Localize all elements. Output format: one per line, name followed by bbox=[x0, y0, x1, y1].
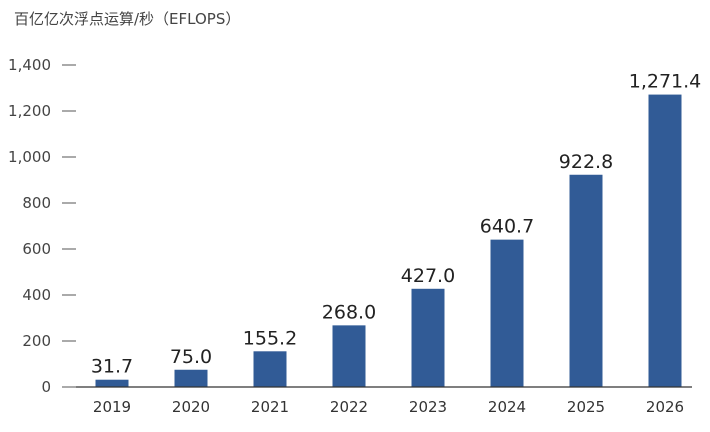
bars-group: 31.7 75.0 155.2 268.0 427.0 640.7 922.8 1,271.4 bbox=[91, 71, 701, 387]
bar-2020 bbox=[174, 369, 208, 387]
y-tick-label: 0 bbox=[41, 378, 51, 396]
y-tick-label: 1,000 bbox=[8, 148, 51, 166]
y-tick-label: 800 bbox=[22, 194, 51, 212]
y-tick-label: 400 bbox=[22, 286, 51, 304]
y-tick-label: 1,400 bbox=[8, 56, 51, 74]
bar-2026 bbox=[648, 94, 682, 387]
bar-2021 bbox=[253, 351, 287, 387]
data-label-2021: 155.2 bbox=[243, 327, 297, 349]
x-tick-label: 2024 bbox=[488, 398, 526, 416]
y-tick-label: 1,200 bbox=[8, 102, 51, 120]
data-label-2025: 922.8 bbox=[559, 151, 613, 173]
x-tick-label: 2019 bbox=[93, 398, 131, 416]
x-tick-label: 2023 bbox=[409, 398, 447, 416]
data-label-2019: 31.7 bbox=[91, 356, 133, 378]
x-tick-label: 2025 bbox=[567, 398, 605, 416]
x-axis: 2019 2020 2021 2022 2023 2024 2025 2026 bbox=[76, 386, 692, 416]
data-label-2022: 268.0 bbox=[322, 301, 376, 323]
bar-2024 bbox=[490, 239, 524, 387]
data-label-2024: 640.7 bbox=[480, 216, 534, 238]
chart-title: 百亿亿次浮点运算/秒（EFLOPS） bbox=[14, 10, 240, 28]
bar-2022 bbox=[332, 325, 366, 387]
x-tick-label: 2020 bbox=[172, 398, 210, 416]
data-label-2023: 427.0 bbox=[401, 265, 455, 287]
y-tick-label: 600 bbox=[22, 240, 51, 258]
y-tick-label: 200 bbox=[22, 332, 51, 350]
x-tick-label: 2026 bbox=[646, 398, 684, 416]
x-tick-label: 2021 bbox=[251, 398, 289, 416]
y-axis: 0 200 400 600 800 1,000 1,200 1,400 bbox=[8, 56, 76, 396]
data-label-2026: 1,271.4 bbox=[629, 71, 702, 93]
bar-2025 bbox=[569, 174, 603, 387]
x-tick-label: 2022 bbox=[330, 398, 368, 416]
bar-2019 bbox=[95, 379, 129, 387]
bar-2023 bbox=[411, 288, 445, 387]
data-label-2020: 75.0 bbox=[170, 346, 212, 368]
